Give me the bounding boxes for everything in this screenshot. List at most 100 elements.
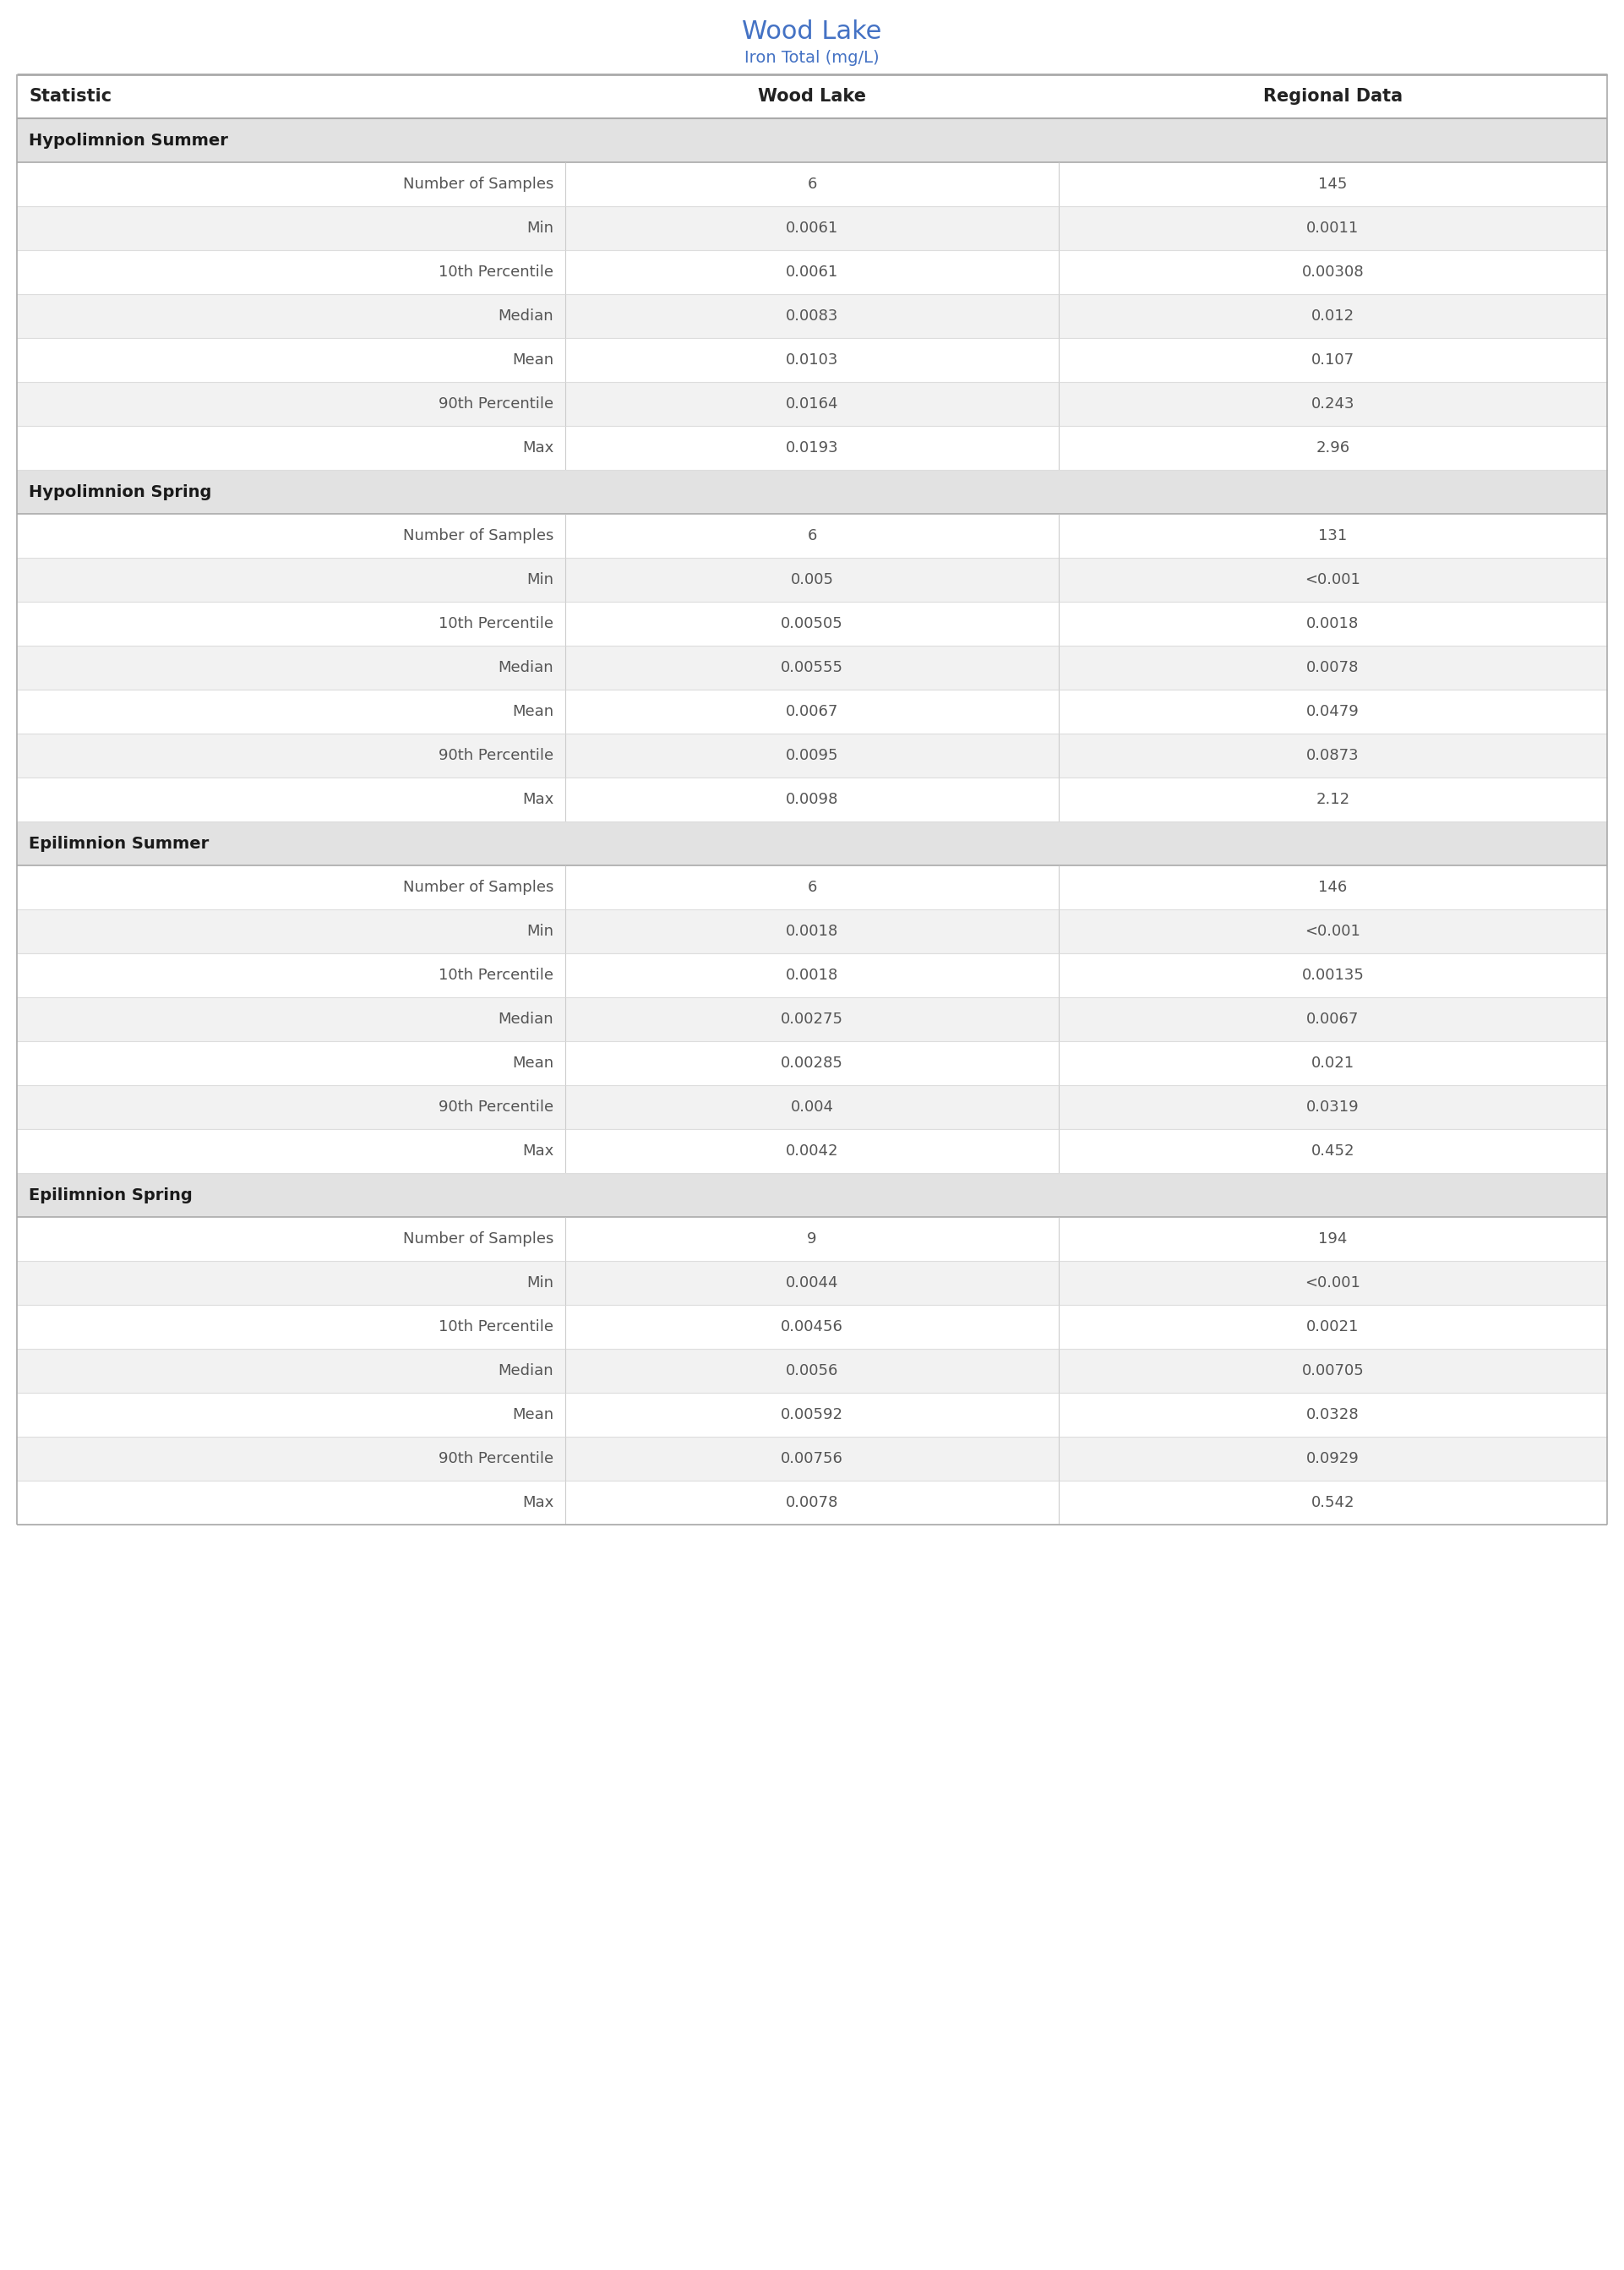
Bar [16, 381, 1608, 427]
Bar [16, 1394, 1608, 1437]
Text: Hypolimnion Summer: Hypolimnion Summer [29, 132, 227, 148]
Text: 0.00592: 0.00592 [781, 1407, 843, 1423]
Text: 0.00135: 0.00135 [1301, 967, 1364, 983]
Text: 0.0873: 0.0873 [1306, 747, 1359, 763]
Bar [16, 997, 1608, 1042]
Bar [16, 338, 1608, 381]
Text: Epilimnion Summer: Epilimnion Summer [29, 835, 209, 851]
Bar [16, 1174, 1608, 1217]
Bar [16, 822, 1608, 865]
Text: 0.0042: 0.0042 [786, 1144, 838, 1158]
Text: 0.0929: 0.0929 [1306, 1451, 1359, 1466]
Text: <0.001: <0.001 [1306, 1276, 1361, 1292]
Text: 0.0479: 0.0479 [1306, 704, 1359, 720]
Bar [16, 427, 1608, 470]
Text: 0.0078: 0.0078 [786, 1496, 838, 1510]
Text: Median: Median [499, 1364, 554, 1378]
Text: 0.452: 0.452 [1311, 1144, 1354, 1158]
Text: Mean: Mean [512, 704, 554, 720]
Text: 0.0056: 0.0056 [786, 1364, 838, 1378]
Text: Max: Max [523, 792, 554, 808]
Bar [16, 513, 1608, 558]
Text: 90th Percentile: 90th Percentile [438, 1451, 554, 1466]
Text: 90th Percentile: 90th Percentile [438, 747, 554, 763]
Text: Median: Median [499, 661, 554, 674]
Text: Number of Samples: Number of Samples [403, 1230, 554, 1246]
Text: Min: Min [526, 924, 554, 940]
Text: Median: Median [499, 309, 554, 325]
Text: 6: 6 [807, 177, 817, 193]
Bar [16, 1260, 1608, 1305]
Text: 2.96: 2.96 [1315, 440, 1350, 456]
Text: 0.0083: 0.0083 [786, 309, 838, 325]
Bar [16, 733, 1608, 779]
Text: 0.0044: 0.0044 [786, 1276, 838, 1292]
Text: 145: 145 [1319, 177, 1348, 193]
Bar [16, 645, 1608, 690]
Text: 0.0098: 0.0098 [786, 792, 838, 808]
Text: 0.00756: 0.00756 [781, 1451, 843, 1466]
Text: 0.0319: 0.0319 [1306, 1099, 1359, 1115]
Text: 6: 6 [807, 529, 817, 543]
Text: 146: 146 [1319, 881, 1348, 894]
Text: 0.012: 0.012 [1311, 309, 1354, 325]
Bar [16, 1305, 1608, 1348]
Text: <0.001: <0.001 [1306, 572, 1361, 588]
Text: 0.0193: 0.0193 [786, 440, 838, 456]
Text: 0.0078: 0.0078 [1306, 661, 1359, 674]
Text: 0.00285: 0.00285 [781, 1056, 843, 1071]
Text: 2.12: 2.12 [1315, 792, 1350, 808]
Text: 0.00275: 0.00275 [781, 1012, 843, 1026]
Bar [16, 75, 1608, 118]
Text: 0.00505: 0.00505 [781, 615, 843, 631]
Text: Number of Samples: Number of Samples [403, 177, 554, 193]
Text: 0.0018: 0.0018 [1306, 615, 1359, 631]
Text: 6: 6 [807, 881, 817, 894]
Text: 0.00555: 0.00555 [781, 661, 843, 674]
Text: 10th Percentile: 10th Percentile [438, 967, 554, 983]
Text: 0.004: 0.004 [791, 1099, 833, 1115]
Bar [16, 207, 1608, 250]
Text: Min: Min [526, 220, 554, 236]
Text: Regional Data: Regional Data [1263, 89, 1403, 104]
Text: 0.0011: 0.0011 [1306, 220, 1359, 236]
Bar [16, 910, 1608, 953]
Text: 0.0018: 0.0018 [786, 924, 838, 940]
Text: Max: Max [523, 1144, 554, 1158]
Text: Mean: Mean [512, 1407, 554, 1423]
Text: Min: Min [526, 572, 554, 588]
Bar [16, 1217, 1608, 1260]
Bar [16, 690, 1608, 733]
Bar [16, 161, 1608, 207]
Text: 0.0328: 0.0328 [1306, 1407, 1359, 1423]
Text: 10th Percentile: 10th Percentile [438, 266, 554, 279]
Text: Number of Samples: Number of Samples [403, 529, 554, 543]
Text: Min: Min [526, 1276, 554, 1292]
Text: <0.001: <0.001 [1306, 924, 1361, 940]
Bar [16, 1437, 1608, 1480]
Bar [16, 558, 1608, 602]
Text: 0.0021: 0.0021 [1306, 1319, 1359, 1335]
Text: 0.00456: 0.00456 [781, 1319, 843, 1335]
Text: 10th Percentile: 10th Percentile [438, 1319, 554, 1335]
Text: 0.00705: 0.00705 [1301, 1364, 1364, 1378]
Text: Iron Total (mg/L): Iron Total (mg/L) [744, 50, 880, 66]
Bar [16, 953, 1608, 997]
Bar [16, 1085, 1608, 1128]
Text: 90th Percentile: 90th Percentile [438, 1099, 554, 1115]
Text: 0.0095: 0.0095 [786, 747, 838, 763]
Text: Max: Max [523, 440, 554, 456]
Text: Max: Max [523, 1496, 554, 1510]
Bar [16, 1128, 1608, 1174]
Bar [16, 865, 1608, 910]
Text: 10th Percentile: 10th Percentile [438, 615, 554, 631]
Bar [16, 1042, 1608, 1085]
Bar [16, 779, 1608, 822]
Text: 0.005: 0.005 [791, 572, 833, 588]
Bar [16, 1480, 1608, 1525]
Text: 9: 9 [807, 1230, 817, 1246]
Text: 0.243: 0.243 [1311, 397, 1354, 411]
Bar [16, 602, 1608, 645]
Bar [16, 470, 1608, 513]
Text: Hypolimnion Spring: Hypolimnion Spring [29, 484, 211, 499]
